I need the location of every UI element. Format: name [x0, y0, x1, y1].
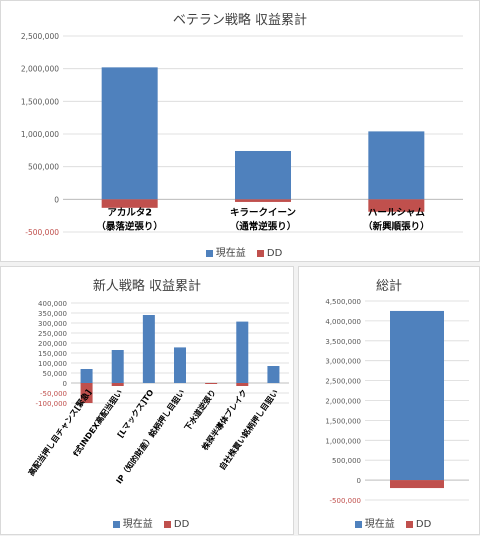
- y-tick-label: 4,000,000: [325, 318, 361, 326]
- legend-label-current: 現在益: [215, 248, 246, 259]
- category-label: ハールシャム: [368, 207, 426, 218]
- legend-label-current: 現在益: [122, 519, 153, 530]
- category-label: キラークイーン: [230, 207, 296, 218]
- newcomer-chart-plot: -100,000 -50,000 0 50,000 100,000 150,000 200,…: [26, 300, 289, 486]
- category-label: 下水道逆張り: [182, 387, 218, 432]
- bar-dd: [390, 480, 444, 489]
- legend-label-dd: DD: [415, 519, 432, 530]
- bar-current: [80, 369, 93, 383]
- y-tick-label: 400,000: [38, 300, 67, 308]
- total-chart-panel: 総計 -500,000 0 500,000 1,000,000 1,500,000 2,0…: [298, 266, 480, 535]
- y-tick-label: -100,000: [36, 400, 67, 408]
- y-tick-label: 4,500,000: [325, 298, 361, 306]
- y-tick-label: 300,000: [38, 320, 67, 328]
- bar-current: [174, 347, 186, 383]
- chart-title: 新人戦略 収益累計: [92, 279, 202, 294]
- y-tick-label: 500,000: [28, 163, 59, 172]
- bar-dd: [80, 383, 93, 403]
- legend-swatch-dd: [405, 520, 413, 528]
- y-tick-label: 150,000: [38, 350, 67, 358]
- category-label: アカルタ2: [107, 206, 152, 218]
- y-tick-label: 0: [357, 477, 361, 485]
- bar-current: [236, 321, 249, 383]
- legend-swatch-dd: [256, 249, 264, 257]
- chart-title: ベテラン戦略 収益累計: [172, 13, 308, 28]
- y-tick-label: 0: [63, 380, 67, 388]
- y-tick-label: -50,000: [40, 390, 67, 398]
- bar-current: [142, 315, 155, 383]
- legend-swatch-current: [354, 520, 362, 528]
- bar-dd: [368, 199, 425, 212]
- chart-title: 総計: [375, 279, 402, 294]
- y-tick-label: -500,000: [25, 228, 59, 237]
- y-tick-label: 3,500,000: [325, 338, 361, 346]
- legend-label-current: 現在益: [364, 519, 395, 530]
- y-tick-label: 2,000,000: [325, 398, 361, 406]
- bar-dd: [101, 199, 158, 208]
- y-tick-label: 1,500,000: [21, 97, 59, 106]
- y-tick-label: 1,000,000: [325, 437, 361, 445]
- category-label: （新興順張り）: [363, 220, 430, 232]
- bar-current: [368, 131, 425, 200]
- y-tick-label: 500,000: [332, 457, 361, 465]
- y-tick-label: 100,000: [38, 360, 67, 368]
- legend-swatch-current: [205, 249, 213, 257]
- bar-current: [235, 150, 291, 200]
- chart-legend: 現在益 DD: [299, 515, 479, 530]
- y-tick-label: 0: [54, 195, 59, 204]
- y-tick-label: 50,000: [43, 370, 68, 378]
- y-tick-label: 2,500,000: [325, 378, 361, 386]
- bar-current: [390, 310, 444, 481]
- y-tick-label: -500,000: [330, 497, 361, 505]
- chart-legend: 現在益 DD: [1, 515, 293, 530]
- y-tick-label: 350,000: [38, 310, 67, 318]
- legend-swatch-dd: [163, 520, 171, 528]
- legend-label-dd: DD: [173, 519, 190, 530]
- category-label: （通常逆張り）: [230, 220, 297, 232]
- bar-dd: [205, 383, 218, 384]
- newcomer-chart-panel: 新人戦略 収益累計 -100,000 -50,000 0 50,000 100,000 1…: [0, 266, 294, 535]
- y-tick-label: 250,000: [38, 330, 67, 338]
- y-tick-label: 2,500,000: [21, 32, 59, 41]
- category-label: （暴落逆張り）: [96, 220, 163, 232]
- y-tick-label: 2,000,000: [21, 65, 59, 74]
- legend-swatch-current: [112, 520, 120, 528]
- total-chart-plot: -500,000 0 500,000 1,000,000 1,500,000 2,000,…: [325, 298, 469, 505]
- bar-dd: [235, 199, 291, 202]
- bar-current: [101, 67, 158, 200]
- y-tick-label: 200,000: [38, 340, 67, 348]
- y-tick-label: 1,000,000: [21, 130, 59, 139]
- bar-dd: [111, 383, 124, 386]
- bar-current: [111, 350, 124, 383]
- category-label: 自社株買い銘柄押し目狙い: [217, 387, 280, 471]
- veteran-chart-panel: ベテラン戦略 収益累計 -500,000 0 500,000 1,000,000 1,5…: [0, 0, 480, 262]
- bar-dd: [236, 383, 249, 386]
- veteran-chart-plot: -500,000 0 500,000 1,000,000 1,500,000 2,000,…: [21, 32, 463, 237]
- bar-current: [267, 366, 280, 383]
- y-tick-label: 3,000,000: [325, 358, 361, 366]
- y-tick-label: 1,500,000: [325, 417, 361, 425]
- chart-legend: 現在益 DD: [1, 244, 479, 259]
- legend-label-dd: DD: [266, 248, 283, 259]
